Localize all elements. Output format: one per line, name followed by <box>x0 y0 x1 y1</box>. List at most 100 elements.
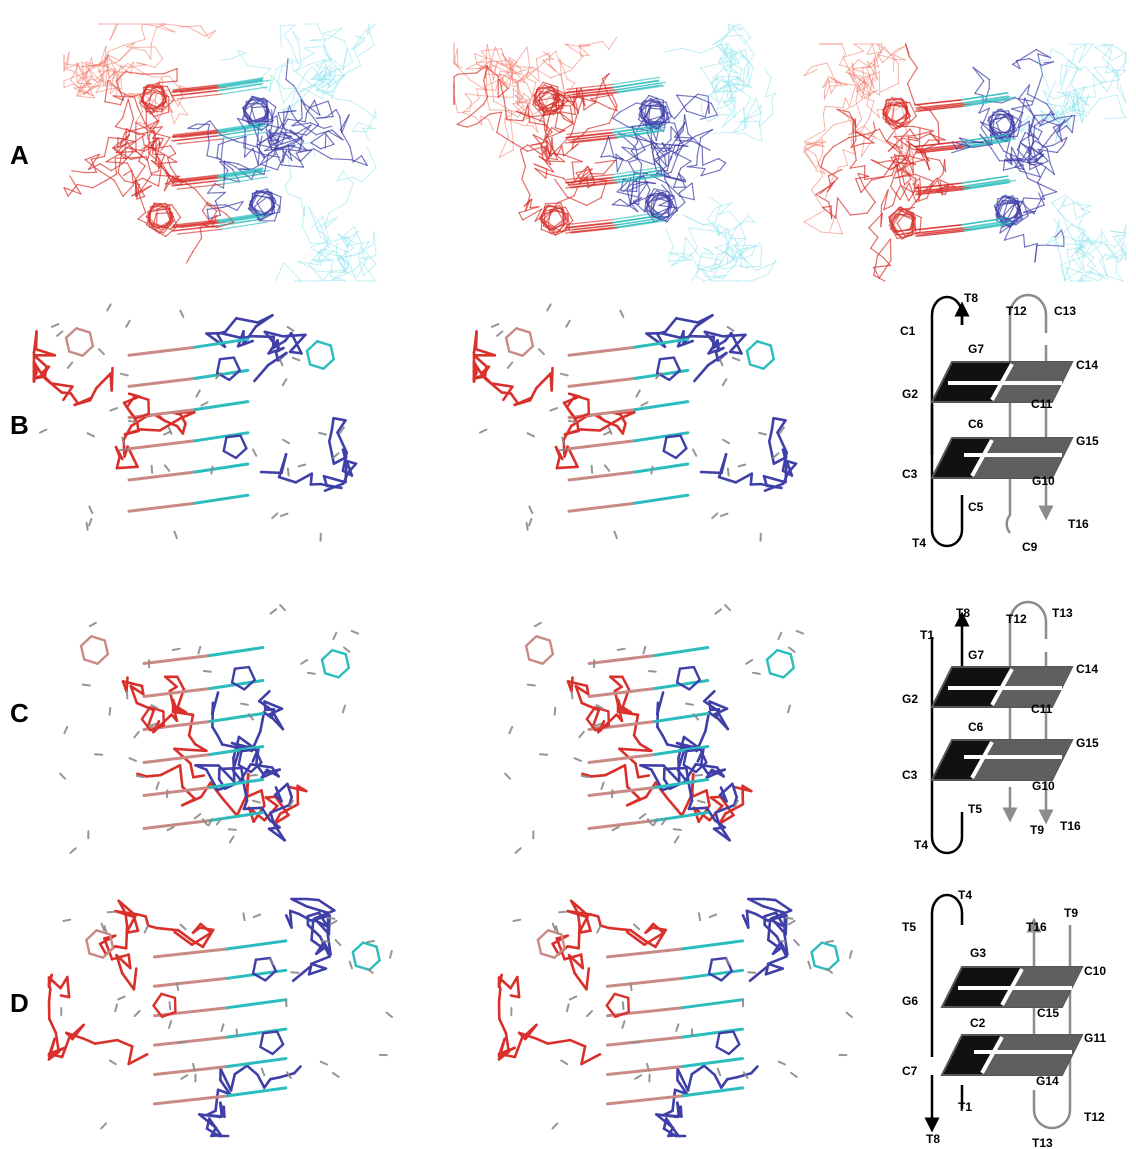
bond <box>803 151 816 168</box>
bond <box>251 188 268 194</box>
bond <box>1075 249 1085 272</box>
bond <box>842 50 865 58</box>
bond <box>104 101 122 106</box>
bond <box>128 93 139 98</box>
bond <box>206 201 227 215</box>
label-t13: T13 <box>1052 606 1073 620</box>
bond <box>1056 124 1068 133</box>
bond <box>845 59 859 73</box>
bond <box>951 146 971 154</box>
bond <box>570 137 619 144</box>
bond <box>133 177 144 183</box>
label-t16: T16 <box>1068 517 1089 531</box>
bond <box>560 202 567 218</box>
topology-c: T8 T1 T12 T13 G7 G2 C14 C11 C6 G15 C3 G1… <box>902 600 1099 855</box>
bond <box>729 23 741 29</box>
bond <box>616 710 640 717</box>
bond <box>580 1053 602 1066</box>
bond <box>613 127 662 136</box>
bond <box>939 179 957 188</box>
bond <box>718 202 733 215</box>
bond <box>554 127 566 132</box>
bond <box>554 178 568 198</box>
bond <box>310 142 322 150</box>
bond <box>643 931 665 947</box>
bond <box>311 142 316 158</box>
bond <box>271 339 287 350</box>
bond <box>772 416 787 422</box>
bond <box>751 671 761 675</box>
bond <box>163 464 171 472</box>
structure-c2 <box>490 595 820 870</box>
bond <box>889 238 892 261</box>
bond <box>855 131 869 140</box>
bond <box>640 401 649 407</box>
bond <box>76 72 85 83</box>
bond <box>613 992 630 1000</box>
bond <box>662 777 672 790</box>
bond <box>113 944 128 950</box>
bond <box>136 913 147 918</box>
bond <box>1031 87 1039 106</box>
bond <box>667 197 672 214</box>
bond <box>727 1043 741 1056</box>
bond <box>324 216 338 229</box>
bond <box>123 429 140 436</box>
bond <box>611 124 660 133</box>
bond <box>273 812 282 826</box>
bond <box>702 247 713 253</box>
bond <box>938 159 947 173</box>
bond <box>337 255 347 264</box>
bond <box>826 62 838 84</box>
bond <box>90 85 112 88</box>
bond <box>653 778 710 789</box>
bond <box>498 78 505 100</box>
bond <box>342 254 353 258</box>
bond <box>914 99 962 106</box>
bond <box>749 1065 759 1075</box>
bond <box>857 130 875 138</box>
bond <box>1003 234 1025 241</box>
bond <box>567 345 637 357</box>
bond <box>717 45 728 57</box>
bond <box>141 135 145 146</box>
bond <box>331 1071 340 1078</box>
label-g3: G3 <box>970 946 986 960</box>
bond <box>727 23 743 30</box>
bond <box>116 70 124 84</box>
bond <box>514 94 525 107</box>
bond <box>310 130 329 144</box>
bond <box>593 413 607 423</box>
bond <box>326 916 336 920</box>
bond <box>714 608 723 615</box>
bond <box>1017 84 1031 100</box>
bond <box>995 213 1011 222</box>
bond <box>83 64 98 75</box>
bond <box>662 147 674 153</box>
bond <box>1015 215 1029 226</box>
bond <box>567 213 571 230</box>
bond <box>116 137 119 149</box>
bond <box>804 129 826 142</box>
bond <box>720 1077 729 1089</box>
bond <box>320 143 335 150</box>
bond <box>896 231 913 236</box>
bond <box>890 165 899 187</box>
bond <box>735 77 746 83</box>
bond <box>891 45 906 56</box>
bond <box>533 163 548 170</box>
bond <box>1059 256 1083 266</box>
loop-black-bottom <box>930 405 964 548</box>
bond <box>763 911 778 918</box>
bond <box>894 58 907 61</box>
bond <box>716 251 726 260</box>
bond <box>363 263 377 277</box>
bond <box>173 930 194 947</box>
bond <box>600 147 606 158</box>
bond <box>345 183 354 204</box>
bond <box>316 340 332 347</box>
bond <box>545 157 558 161</box>
bond <box>279 25 282 49</box>
bond <box>340 236 348 248</box>
bond <box>126 118 135 140</box>
